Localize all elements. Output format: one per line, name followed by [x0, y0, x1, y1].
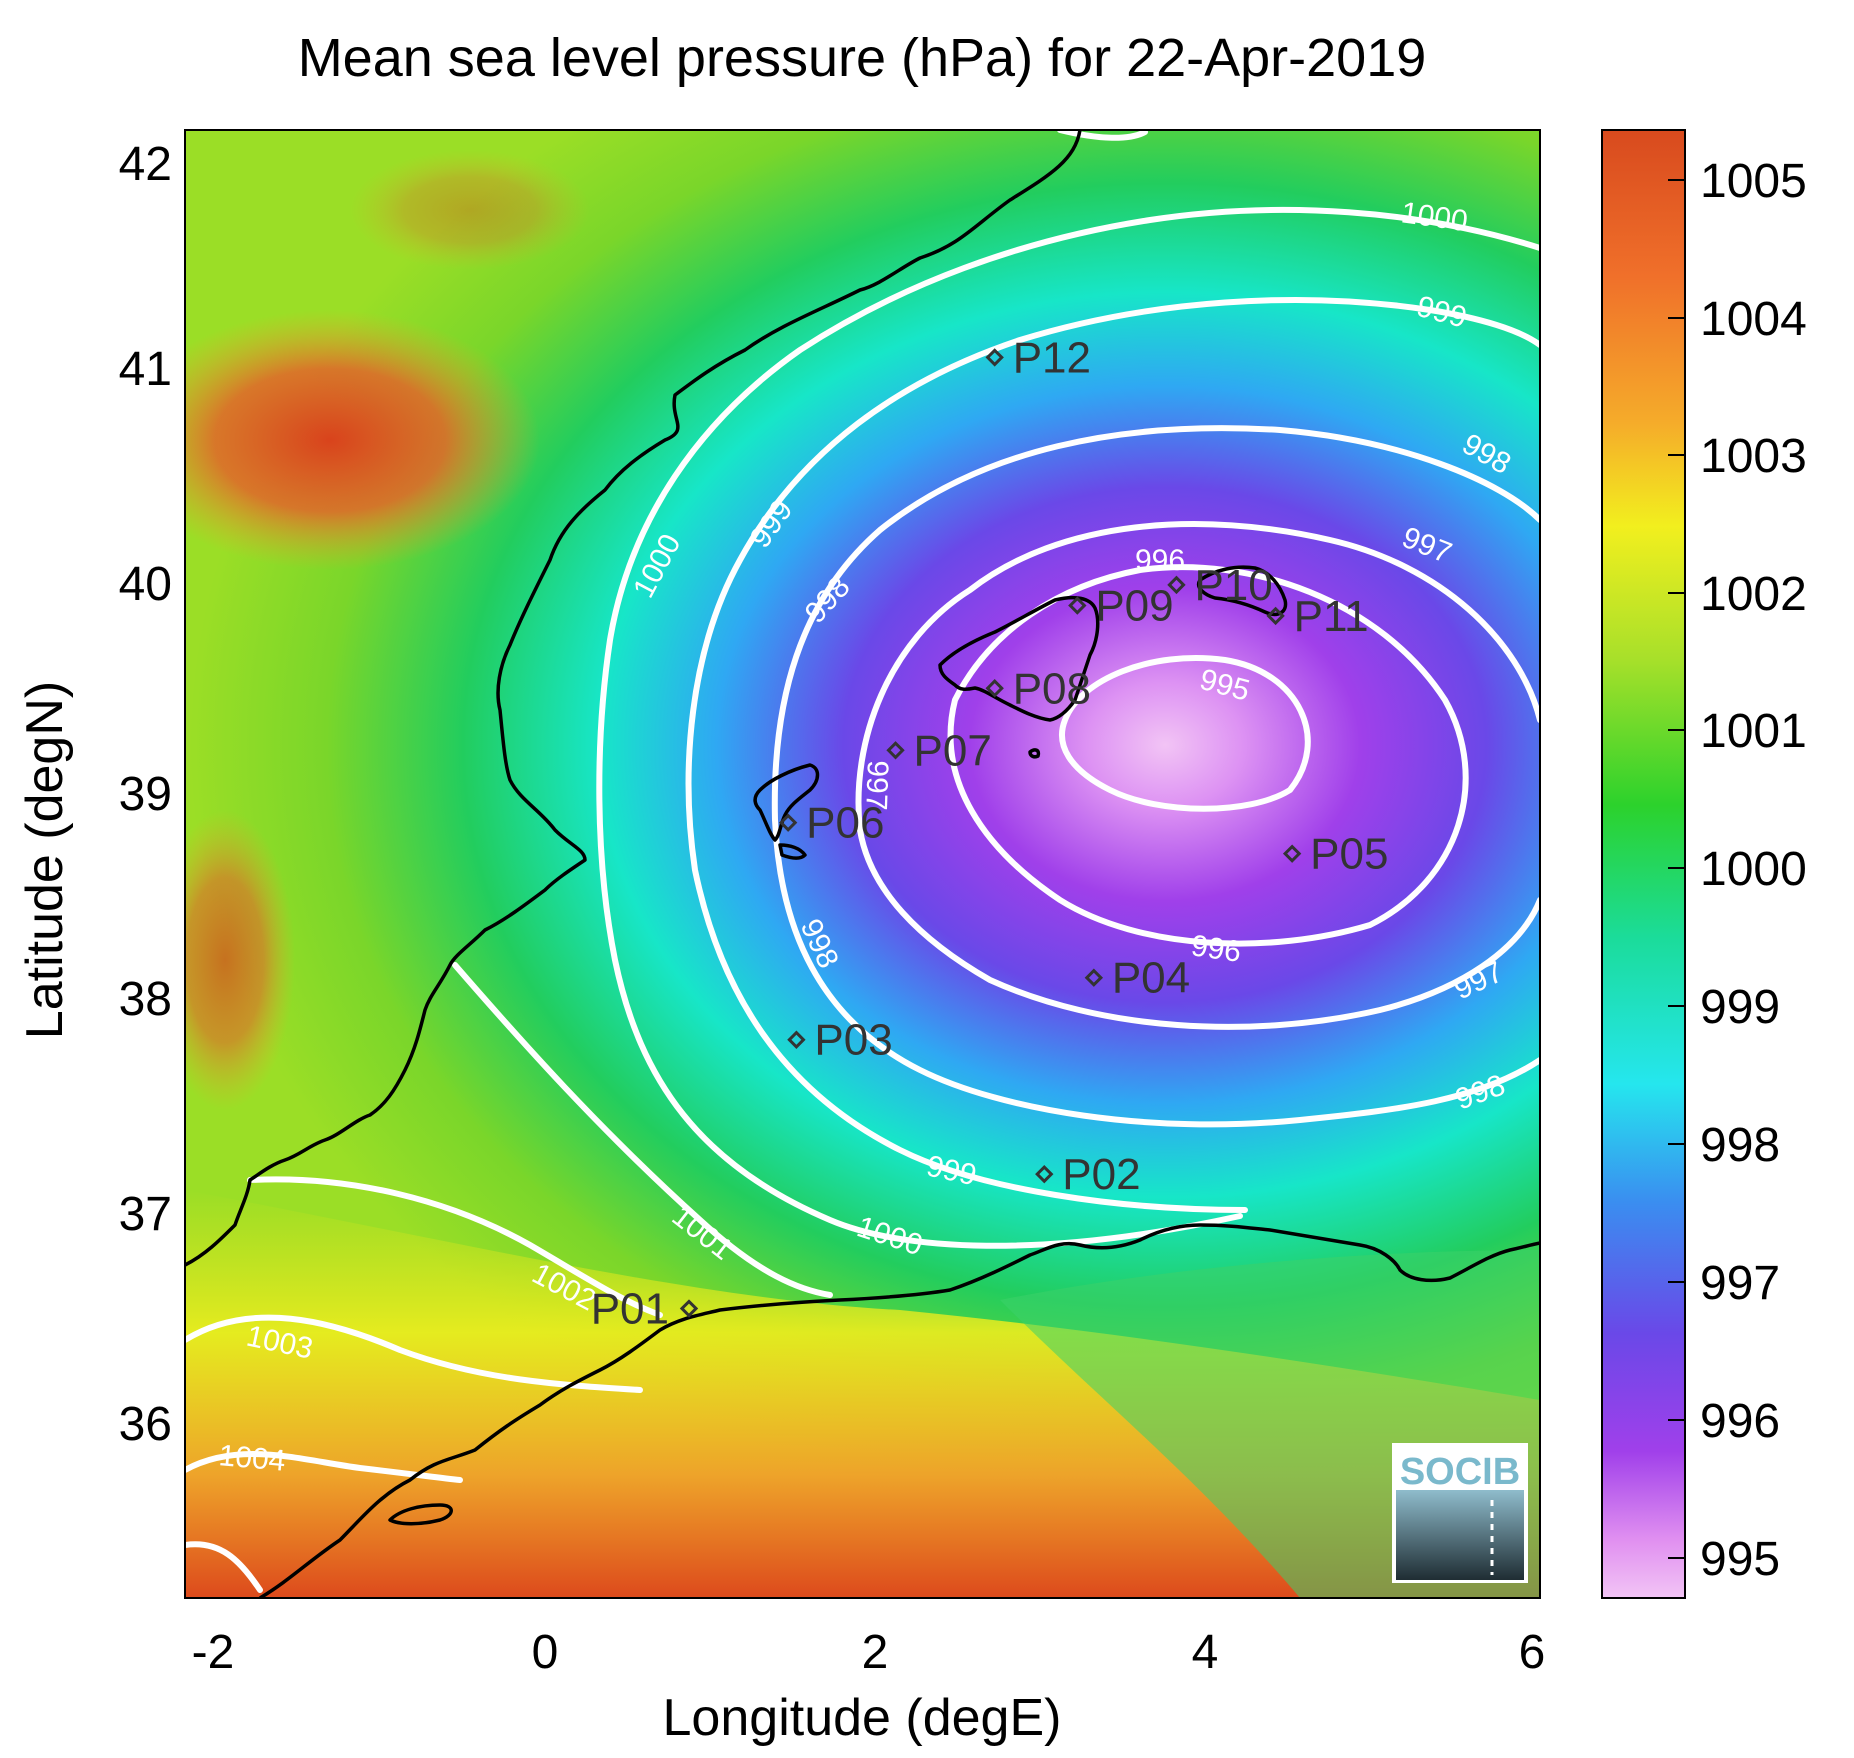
contour-label: 996	[1135, 544, 1185, 577]
isobar-999	[685, 297, 1540, 1213]
colorbar-tick-label: 1002	[1700, 568, 1807, 621]
y-tick-label: 39	[119, 768, 172, 821]
station-marker-p08	[985, 679, 1004, 698]
station-label-p08: P08	[1013, 664, 1091, 713]
station-marker-p02	[1035, 1164, 1054, 1184]
station-marker-p07	[886, 741, 905, 760]
iberian-coastline	[185, 130, 1082, 1267]
station-marker-p09	[1068, 596, 1087, 615]
isobar-1004	[185, 1451, 463, 1483]
chart-title: Mean sea level pressure (hPa) for 22-Apr…	[298, 28, 1427, 88]
isobar-1005	[185, 1541, 263, 1593]
formentera-island	[778, 843, 807, 860]
colorbar: 1005 1004 1003 1002 1001 1000 999 998 99…	[1601, 129, 1807, 1599]
colorbar-scale	[1601, 129, 1686, 1599]
y-tick-label: 41	[119, 343, 172, 396]
station-label-p06: P06	[806, 799, 884, 848]
station-marker-p06	[778, 813, 798, 832]
x-tick-label: 4	[1192, 1626, 1219, 1679]
x-tick-label: -2	[192, 1626, 235, 1679]
x-tick-label: 6	[1519, 1626, 1546, 1679]
station-marker-p11	[1266, 606, 1285, 626]
colorbar-tick-label: 999	[1700, 981, 1780, 1034]
station-label-p01: P01	[591, 1285, 669, 1334]
colorbar-tick-label: 1003	[1700, 430, 1807, 483]
station-label-p10: P10	[1194, 561, 1272, 610]
contour-label: 997	[859, 760, 894, 811]
y-tick-label: 37	[119, 1188, 172, 1241]
station-label-p11: P11	[1294, 592, 1369, 641]
socib-logo-text: SOCIB	[1400, 1451, 1520, 1493]
isobar-1003	[185, 1314, 643, 1393]
x-axis: -2 0 2 4 6 Longitude (degE)	[192, 1626, 1546, 1747]
station-label-p04: P04	[1112, 954, 1190, 1003]
isobar-contours	[185, 130, 1540, 1593]
colorbar-tick-label: 1001	[1700, 705, 1807, 758]
colorbar-tick-label: 1004	[1700, 293, 1807, 346]
coastlines	[185, 130, 1540, 1598]
colorbar-tick-label: 1000	[1700, 843, 1807, 896]
alboran-island	[388, 1503, 453, 1526]
station-marker-p01	[679, 1299, 699, 1318]
station-marker-p04	[1084, 968, 1104, 987]
x-tick-label: 0	[532, 1626, 559, 1679]
station-marker-p10	[1167, 575, 1186, 595]
north-africa-coastline	[259, 1223, 1540, 1598]
isobar-1002	[247, 1176, 663, 1318]
y-tick-label: 36	[119, 1398, 172, 1451]
high-pressure-south-band	[185, 1190, 1540, 1598]
plot-area: SOCIB	[185, 130, 1540, 1598]
high-pressure-land-area	[185, 810, 295, 1110]
station-label-p07: P07	[914, 726, 992, 775]
station-marker-p05	[1282, 844, 1302, 863]
isobar-998	[771, 425, 1540, 1128]
station-label-p12: P12	[1013, 333, 1091, 382]
station-label-p09: P09	[1095, 582, 1173, 631]
high-pressure-land-area	[350, 150, 590, 270]
y-axis-label: Latitude (degN)	[16, 681, 74, 1039]
colorbar-tick-label: 996	[1700, 1395, 1780, 1448]
colorbar-tick-label: 995	[1700, 1533, 1780, 1586]
x-axis-label: Longitude (degE)	[663, 1689, 1062, 1747]
isobar-996	[947, 564, 1469, 947]
x-tick-label: 2	[862, 1626, 889, 1679]
isobar-997	[855, 521, 1540, 1030]
y-tick-label: 42	[119, 138, 172, 191]
colorbar-tick-label: 1005	[1700, 155, 1807, 208]
socib-logo: SOCIB	[1392, 1443, 1528, 1583]
mallorca-island	[938, 595, 1100, 722]
y-axis: 42 41 40 39 38 37 36 Latitude (degN)	[16, 138, 172, 1451]
y-tick-label: 40	[119, 558, 172, 611]
station-label-p02: P02	[1062, 1150, 1140, 1199]
y-tick-label: 38	[119, 973, 172, 1026]
contour-label: 996	[1189, 929, 1243, 969]
colorbar-tick-label: 998	[1700, 1119, 1780, 1172]
station-marker-p12	[985, 348, 1004, 367]
station-marker-p03	[787, 1030, 806, 1049]
cabrera-island	[1028, 748, 1041, 759]
station-label-p05: P05	[1310, 830, 1388, 879]
isobar-1001	[452, 962, 833, 1298]
ibiza-island	[753, 763, 820, 842]
isobar-1000	[596, 130, 1540, 1249]
plot-frame	[184, 129, 1541, 1599]
colorbar-ticks	[1668, 179, 1685, 1559]
station-label-p03: P03	[814, 1016, 892, 1065]
isobar-995	[1059, 655, 1311, 812]
colorbar-tick-label: 997	[1700, 1257, 1780, 1310]
high-pressure-land-area	[185, 310, 540, 570]
contour-label: 1004	[217, 1439, 286, 1478]
